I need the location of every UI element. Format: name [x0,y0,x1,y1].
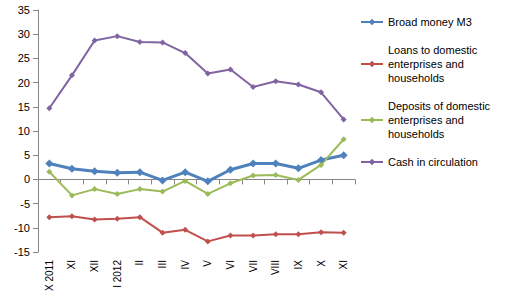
svg-text:-5: -5 [20,198,30,210]
svg-text:III: III [157,260,168,268]
svg-text:I 2012: I 2012 [112,260,123,288]
svg-text:enterprises and: enterprises and [388,114,467,126]
svg-text:VII: VII [248,260,259,272]
svg-text:10: 10 [18,125,30,137]
svg-text:0: 0 [24,173,30,185]
svg-text:Broad money M3: Broad money M3 [388,16,472,28]
svg-text:VI: VI [225,260,236,269]
svg-text:-10: -10 [14,222,30,234]
svg-text:30: 30 [18,28,30,40]
svg-text:X: X [316,260,327,267]
svg-text:XII: XII [89,260,100,272]
svg-text:IX: IX [293,260,304,270]
svg-text:II: II [134,260,145,266]
svg-text:Deposits of domestic: Deposits of domestic [388,100,493,112]
svg-text:15: 15 [18,101,30,113]
svg-text:35: 35 [18,4,30,16]
svg-text:XI: XI [338,260,349,269]
svg-text:5: 5 [24,149,30,161]
svg-text:enterprises and: enterprises and [388,58,467,70]
svg-text:20: 20 [18,77,30,89]
svg-text:VIII: VIII [270,260,281,275]
svg-text:X 2011: X 2011 [44,260,55,291]
svg-text:V: V [202,260,213,267]
svg-text:25: 25 [18,52,30,64]
svg-text:-15: -15 [14,246,30,258]
svg-text:Loans to domestic: Loans to domestic [388,44,480,56]
svg-text:IV: IV [180,260,191,270]
svg-text:Cash in circulation: Cash in circulation [388,156,478,168]
svg-text:households: households [388,72,445,84]
svg-text:XI: XI [66,260,77,269]
svg-text:households: households [388,128,445,140]
